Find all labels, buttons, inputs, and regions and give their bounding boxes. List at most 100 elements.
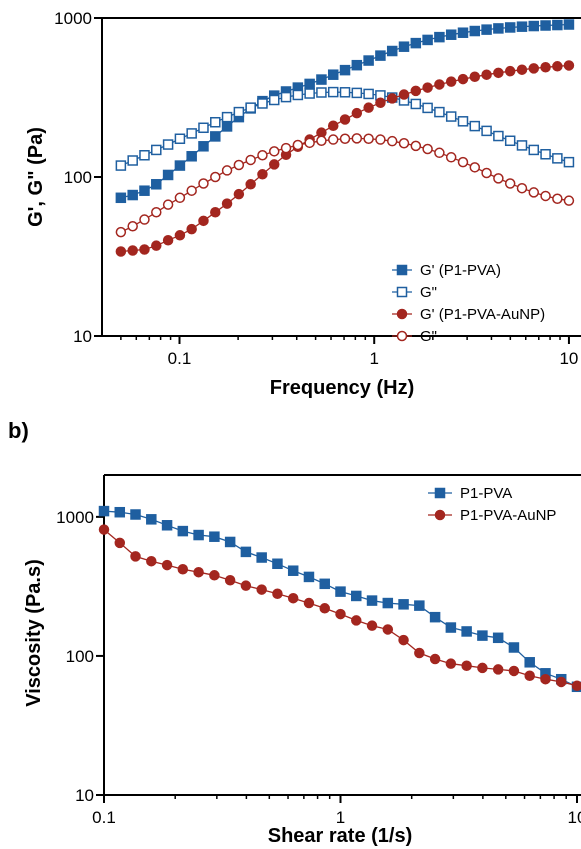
chart-viscosity: 0.1 1 10 10 100 1000 Shear rate (1/s) Viscosi… <box>23 474 581 847</box>
data-point <box>210 171 221 183</box>
data-point <box>382 624 394 635</box>
data-point <box>457 116 469 127</box>
data-point <box>327 120 339 132</box>
data-point <box>139 244 150 255</box>
data-point <box>398 634 409 646</box>
data-point <box>186 128 197 139</box>
chart-a-ticks: 0.1 1 10 10 100 1000 <box>54 9 578 368</box>
data-point <box>457 27 469 38</box>
data-point <box>493 173 504 184</box>
data-point <box>221 121 233 132</box>
data-point <box>162 235 174 246</box>
data-point <box>516 21 528 32</box>
data-point <box>414 647 425 659</box>
legend-marker <box>396 308 408 320</box>
x-tick-label: 10 <box>568 808 581 827</box>
data-point <box>224 536 236 548</box>
data-point <box>363 88 374 100</box>
data-point <box>151 240 162 251</box>
x-tick-label: 0.1 <box>92 808 116 827</box>
data-point <box>198 178 209 189</box>
data-point <box>386 135 398 147</box>
series-0 <box>115 19 575 204</box>
data-point <box>434 106 445 118</box>
data-point <box>245 154 256 166</box>
data-point <box>339 114 351 125</box>
data-point <box>130 509 141 520</box>
data-point <box>493 23 504 34</box>
y-tick-label: 1000 <box>54 9 92 28</box>
data-point <box>540 20 551 31</box>
data-point <box>524 670 535 682</box>
y-axis-title: G', G" (Pa) <box>25 127 47 227</box>
data-point <box>386 93 398 104</box>
data-point <box>319 603 330 614</box>
data-point <box>198 122 209 134</box>
data-point <box>280 142 292 154</box>
data-point <box>445 29 457 40</box>
legend-item: G" <box>392 328 437 345</box>
data-point <box>398 599 409 610</box>
data-point <box>174 133 186 145</box>
data-point <box>555 676 567 688</box>
data-point <box>563 195 575 206</box>
data-point <box>272 558 283 570</box>
data-point <box>287 565 299 576</box>
series-line <box>103 510 578 688</box>
data-point <box>410 37 422 49</box>
data-point <box>335 608 346 620</box>
data-point <box>198 215 209 227</box>
data-point <box>210 116 221 128</box>
data-point <box>445 622 457 633</box>
data-point <box>375 50 386 61</box>
data-point <box>162 169 174 181</box>
data-point <box>316 135 327 147</box>
data-point <box>162 199 174 210</box>
data-point <box>540 190 551 202</box>
data-point <box>240 546 252 558</box>
y-tick-label: 100 <box>66 647 94 666</box>
data-point <box>504 22 516 33</box>
legend-marker <box>434 487 446 499</box>
data-point <box>162 139 174 150</box>
data-point <box>151 179 162 190</box>
data-point <box>457 73 469 85</box>
series-0 <box>98 505 581 693</box>
data-point <box>481 24 492 35</box>
data-point <box>351 107 363 119</box>
data-point <box>492 664 504 675</box>
data-point <box>304 88 315 99</box>
data-point <box>339 87 351 98</box>
y-tick-label: 100 <box>64 168 92 187</box>
data-point <box>139 214 150 225</box>
x-axis-title: Frequency (Hz) <box>270 377 414 399</box>
data-point <box>422 143 433 155</box>
data-point <box>316 87 327 98</box>
data-point <box>410 98 422 110</box>
y-tick-label: 10 <box>73 327 92 346</box>
data-point <box>461 626 472 637</box>
data-point <box>127 189 138 201</box>
data-point <box>422 102 433 114</box>
data-point <box>445 658 457 669</box>
series-1 <box>115 86 575 171</box>
data-point <box>303 571 315 583</box>
data-point <box>186 151 197 162</box>
data-point <box>245 102 256 113</box>
data-point <box>477 630 488 641</box>
data-point <box>161 520 173 531</box>
data-point <box>386 45 398 57</box>
data-point <box>256 552 267 563</box>
data-point <box>363 102 374 113</box>
data-point <box>115 160 127 171</box>
data-point <box>504 65 516 77</box>
data-point <box>224 575 236 586</box>
data-point <box>280 91 292 103</box>
data-point <box>139 185 150 196</box>
data-point <box>481 167 492 179</box>
data-point <box>508 665 520 677</box>
data-point <box>210 207 221 218</box>
data-point <box>516 140 528 151</box>
legend-item: P1-PVA <box>428 485 512 502</box>
legend-label: G" <box>420 328 437 345</box>
